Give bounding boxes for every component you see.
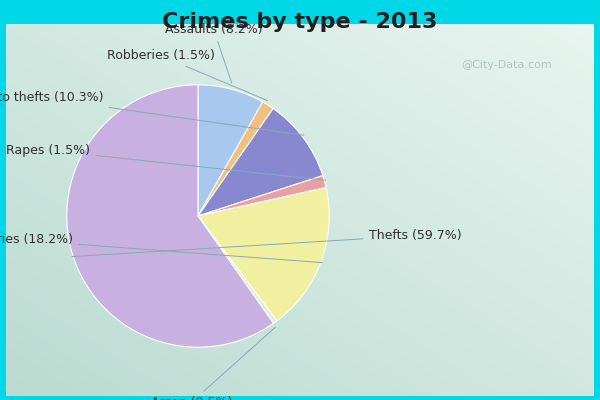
Text: Arson (0.5%): Arson (0.5%): [151, 327, 275, 400]
Text: Auto thefts (10.3%): Auto thefts (10.3%): [0, 92, 304, 135]
Wedge shape: [198, 85, 263, 216]
Text: Burglaries (18.2%): Burglaries (18.2%): [0, 233, 322, 263]
Text: Thefts (59.7%): Thefts (59.7%): [72, 229, 461, 257]
Text: Assaults (8.2%): Assaults (8.2%): [165, 23, 263, 83]
Text: Rapes (1.5%): Rapes (1.5%): [7, 144, 326, 180]
Wedge shape: [198, 188, 329, 321]
Wedge shape: [198, 102, 273, 216]
Wedge shape: [198, 216, 277, 323]
Wedge shape: [67, 85, 274, 347]
Wedge shape: [198, 176, 326, 216]
Text: Crimes by type - 2013: Crimes by type - 2013: [163, 12, 437, 32]
Wedge shape: [198, 108, 323, 216]
Text: Robberies (1.5%): Robberies (1.5%): [107, 50, 268, 101]
Text: @City-Data.com: @City-Data.com: [461, 60, 552, 70]
